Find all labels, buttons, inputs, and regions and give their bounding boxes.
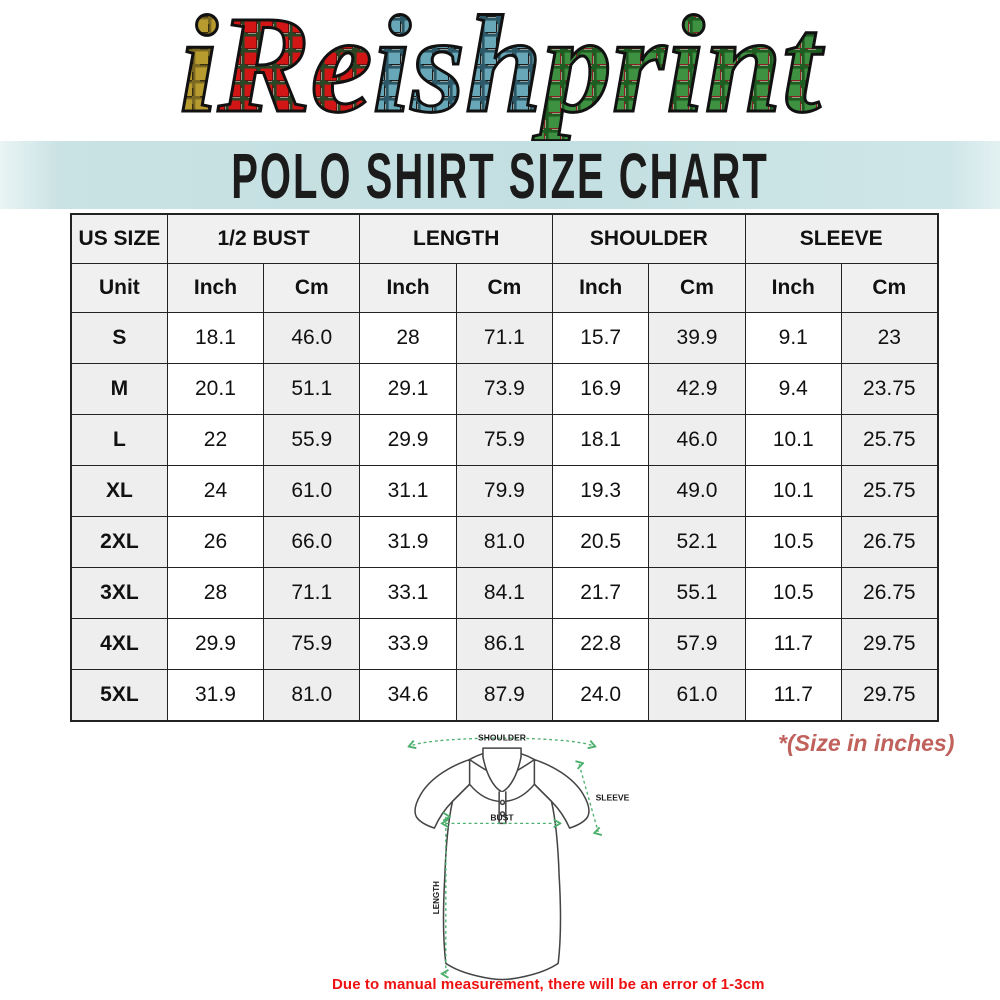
svg-text:SLEEVE: SLEEVE — [596, 793, 630, 803]
svg-text:BUST: BUST — [490, 813, 514, 823]
svg-text:iReishprint: iReishprint — [179, 0, 825, 142]
svg-text:LENGTH: LENGTH — [432, 881, 441, 914]
svg-text:SHOULDER: SHOULDER — [478, 733, 526, 743]
